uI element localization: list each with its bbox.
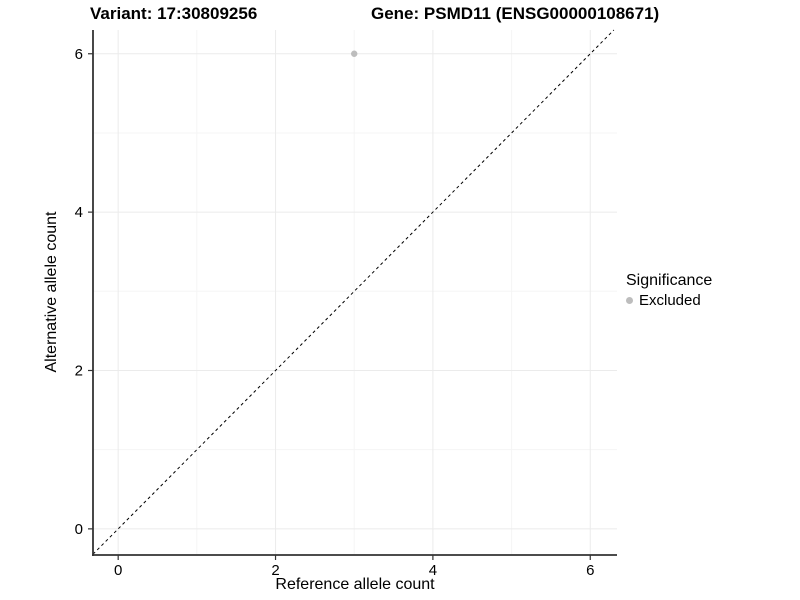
y-axis-title: Alternative allele count [43, 211, 60, 373]
scatter-point [351, 50, 358, 57]
x-tick-label: 0 [114, 562, 122, 579]
x-tick-label: 2 [271, 562, 279, 579]
y-tick-label: 2 [75, 362, 83, 379]
y-tick-label: 0 [75, 521, 83, 538]
variant-title: Variant: 17:30809256 [90, 4, 258, 23]
excluded-point-icon [626, 297, 633, 304]
x-tick-label: 4 [429, 562, 437, 579]
x-tick-label: 6 [586, 562, 594, 579]
legend: Significance Excluded [626, 272, 712, 309]
x-axis-title: Reference allele count [275, 576, 435, 593]
legend-item-excluded: Excluded [626, 292, 712, 309]
y-tick-label: 6 [75, 46, 83, 63]
legend-title: Significance [626, 272, 713, 289]
identity-line [92, 29, 615, 555]
legend-item-label: Excluded [639, 292, 701, 309]
gene-title: Gene: PSMD11 (ENSG00000108671) [371, 4, 660, 23]
y-tick-label: 4 [75, 204, 83, 221]
